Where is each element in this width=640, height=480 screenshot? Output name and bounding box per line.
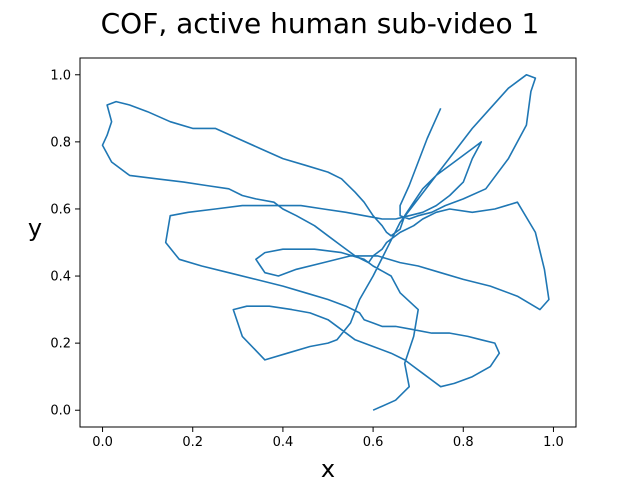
y-tick-label: 0.6	[50, 202, 71, 217]
x-axis-label: x	[321, 455, 335, 480]
x-tick-label: 0.6	[363, 435, 384, 450]
y-tick-label: 1.0	[50, 68, 71, 83]
y-tick-label: 0.0	[50, 404, 71, 419]
x-tick-label: 0.0	[92, 435, 113, 450]
x-axis-ticks: 0.0 0.2 0.4 0.6 0.8 1.0	[92, 427, 564, 450]
y-tick-label: 0.8	[50, 135, 71, 150]
plot-area: 0.0 0.2 0.4 0.6 0.8 1.0 0.0 0.2 0.4 0.6 0.8 1.0	[50, 57, 577, 450]
y-tick-label: 0.2	[50, 337, 71, 352]
series-layer	[101, 74, 550, 411]
chart-title: COF, active human sub-video 1	[101, 7, 540, 40]
x-tick-label: 1.0	[543, 435, 564, 450]
series-line-0	[101, 74, 550, 411]
x-tick-label: 0.4	[273, 435, 294, 450]
y-axis-label: y	[28, 214, 42, 242]
x-tick-label: 0.2	[182, 435, 203, 450]
x-tick-label: 0.8	[453, 435, 474, 450]
y-axis-ticks: 0.0 0.2 0.4 0.6 0.8 1.0	[50, 68, 80, 419]
axes-frame	[79, 57, 577, 428]
y-tick-label: 0.4	[50, 270, 71, 285]
